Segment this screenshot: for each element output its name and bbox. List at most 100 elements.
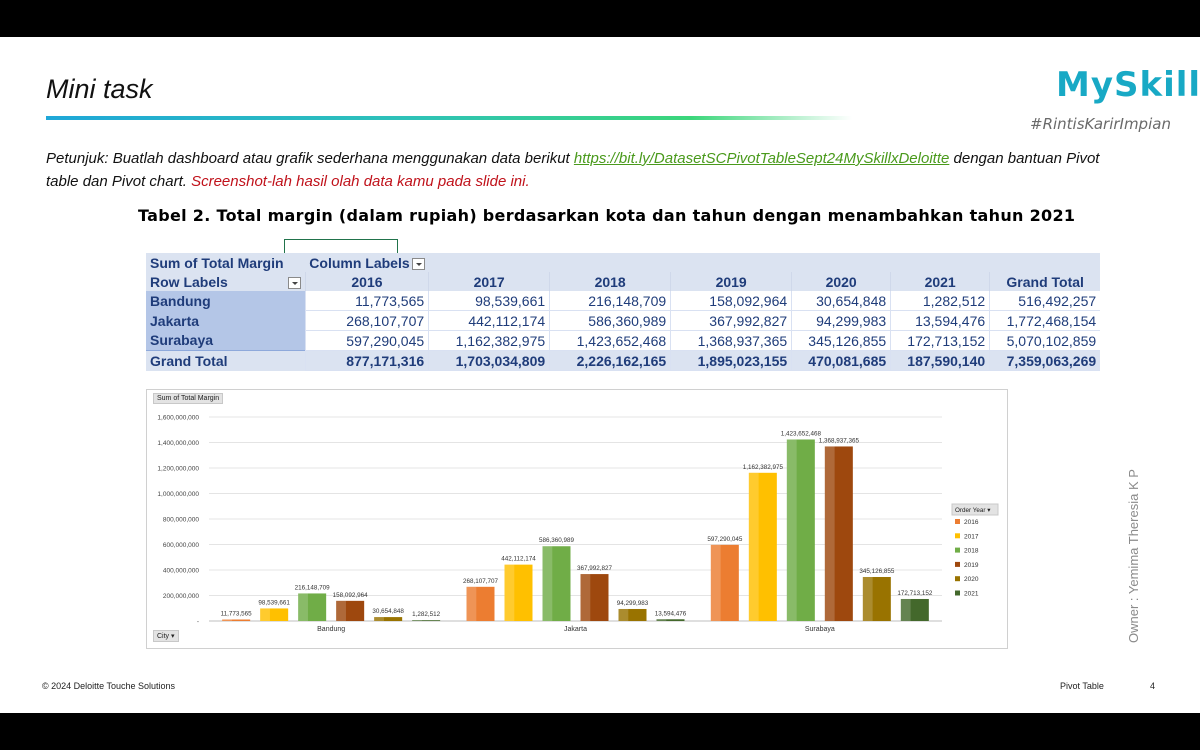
axis-field-label: City: [157, 633, 170, 640]
instructions-prefix: Petunjuk: Buatlah dashboard atau grafik …: [46, 150, 574, 167]
table-title: Tabel 2. Total margin (dalam rupiah) ber…: [138, 206, 1076, 225]
table-cell: 158,092,964: [670, 291, 792, 311]
header-blank: [549, 253, 671, 272]
header-blank: [791, 253, 891, 272]
owner-note: Owner : Yemima Theresia K P: [1126, 469, 1141, 643]
data-label: 1,282,512: [412, 611, 441, 618]
y-tick-label: 1,200,000,000: [157, 466, 199, 473]
footer-section: Pivot Table: [1060, 681, 1104, 691]
row-labels-filter-icon[interactable]: [287, 276, 301, 289]
table-cell: 442,112,174: [428, 310, 550, 331]
table-cell: 30,654,848: [791, 291, 891, 311]
bar-highlight: [504, 564, 515, 621]
bar-highlight: [618, 608, 629, 621]
data-label: 1,162,382,975: [743, 464, 784, 471]
table-row: Jakarta 268,107,707 442,112,174 586,360,…: [146, 310, 1101, 331]
grand-total-cell: 7,359,063,269: [989, 350, 1101, 371]
table-cell: 1,368,937,365: [670, 330, 792, 351]
grand-total-cell: 877,171,316: [304, 350, 429, 371]
y-tick-label: -: [197, 619, 199, 626]
table-cell: 1,423,652,468: [549, 330, 671, 351]
footer-copyright: © 2024 Deloitte Touche Solutions: [42, 681, 176, 691]
bar: [466, 586, 495, 621]
data-label: 442,112,174: [501, 556, 536, 563]
bar-highlight: [298, 593, 308, 621]
bar-highlight: [748, 472, 759, 621]
bar-highlight: [656, 619, 667, 621]
header-blank: [428, 253, 550, 272]
row-label: Surabaya: [146, 330, 306, 351]
bar-highlight: [542, 546, 553, 621]
table-cell: 1,162,382,975: [428, 330, 550, 351]
column-labels-cell[interactable]: Column Labels: [305, 253, 429, 272]
pivot-table: Sum of Total Margin Column Labels Row La…: [146, 253, 1101, 371]
legend-entry: 2019: [964, 562, 979, 569]
brand-logo: MySkill: [1056, 65, 1200, 105]
data-label: 13,594,476: [655, 610, 687, 617]
table-cell: 13,594,476: [890, 310, 990, 331]
slide: Mini task MySkill #RintisKarirImpian Pet…: [0, 37, 1200, 713]
bar: [748, 472, 777, 621]
data-label: 158,092,964: [333, 592, 369, 599]
measure-label: Sum of Total Margin: [146, 253, 306, 272]
bar-highlight: [824, 446, 835, 621]
page-number: 4: [1150, 681, 1156, 691]
table-cell: 172,713,152: [890, 330, 990, 351]
row-total-cell: 5,070,102,859: [989, 330, 1101, 351]
table-cell: 367,992,827: [670, 310, 792, 331]
legend-swatch: [955, 547, 960, 553]
header-blank: [670, 253, 792, 272]
bar-highlight: [580, 574, 591, 621]
grand-total-header: Grand Total: [989, 272, 1101, 291]
y-tick-label: 1,400,000,000: [157, 440, 199, 447]
bar-highlight: [222, 619, 232, 621]
bar: [336, 600, 365, 621]
x-tick-label: Bandung: [317, 626, 345, 633]
bar-highlight: [466, 586, 477, 621]
y-tick-label: 1,600,000,000: [157, 415, 199, 422]
row-labels-cell[interactable]: Row Labels: [146, 272, 306, 291]
bar-highlight: [412, 620, 422, 621]
legend-field-button[interactable]: [951, 503, 999, 516]
bar-highlight: [374, 617, 384, 621]
bar: [542, 546, 571, 621]
data-label: 98,539,661: [258, 599, 290, 606]
grand-total-cell: 1,703,034,809: [428, 350, 550, 371]
data-label: 1,368,937,365: [819, 437, 860, 444]
grand-total-cell: 2,226,162,165: [549, 350, 671, 371]
legend-swatch: [955, 533, 960, 539]
grand-total-cell: 470,081,685: [791, 350, 891, 371]
slide-title: Mini task: [46, 74, 153, 104]
legend-entry: 2016: [964, 519, 979, 526]
pivot-chart[interactable]: Sum of Total Margin City ▾ - 200,000,000 4…: [146, 389, 1008, 649]
grand-total-cell: 187,590,140: [890, 350, 990, 371]
data-label: 597,290,045: [707, 536, 743, 543]
table-cell: 345,126,855: [791, 330, 891, 351]
dataset-link[interactable]: https://bit.ly/DatasetSCPivotTableSept24…: [573, 150, 950, 167]
data-label: 268,107,707: [463, 578, 499, 585]
table-cell: 216,148,709: [549, 291, 671, 311]
pivot-header-row-1: Sum of Total Margin Column Labels: [146, 253, 1101, 272]
bar: [412, 620, 441, 621]
year-header: 2019: [670, 272, 792, 291]
bar: [618, 608, 647, 621]
row-label: Bandung: [146, 291, 306, 311]
y-tick-label: 1,000,000,000: [157, 491, 199, 498]
instructions: Petunjuk: Buatlah dashboard atau grafik …: [46, 147, 1136, 193]
year-header: 2020: [791, 272, 891, 291]
legend-swatch: [955, 576, 960, 582]
column-labels-label: Column Labels: [309, 254, 410, 271]
data-label: 30,654,848: [372, 608, 404, 615]
chart-canvas: - 200,000,000 400,000,000 600,000,000 800,00…: [157, 415, 999, 633]
column-labels-filter-icon[interactable]: [411, 257, 425, 270]
x-tick-label: Jakarta: [564, 626, 587, 633]
legend-swatch: [955, 519, 960, 524]
bar: [900, 598, 929, 621]
bar: [824, 446, 853, 621]
grand-total-row: Grand Total 877,171,316 1,703,034,809 2,…: [146, 350, 1101, 371]
value-field-button[interactable]: Sum of Total Margin: [153, 393, 224, 404]
axis-field-button[interactable]: City ▾: [153, 630, 179, 642]
data-label: 586,360,989: [539, 537, 575, 544]
instructions-middle: dengan bantuan Pivot table dan Pivot cha…: [46, 150, 1100, 190]
bar: [862, 576, 891, 621]
